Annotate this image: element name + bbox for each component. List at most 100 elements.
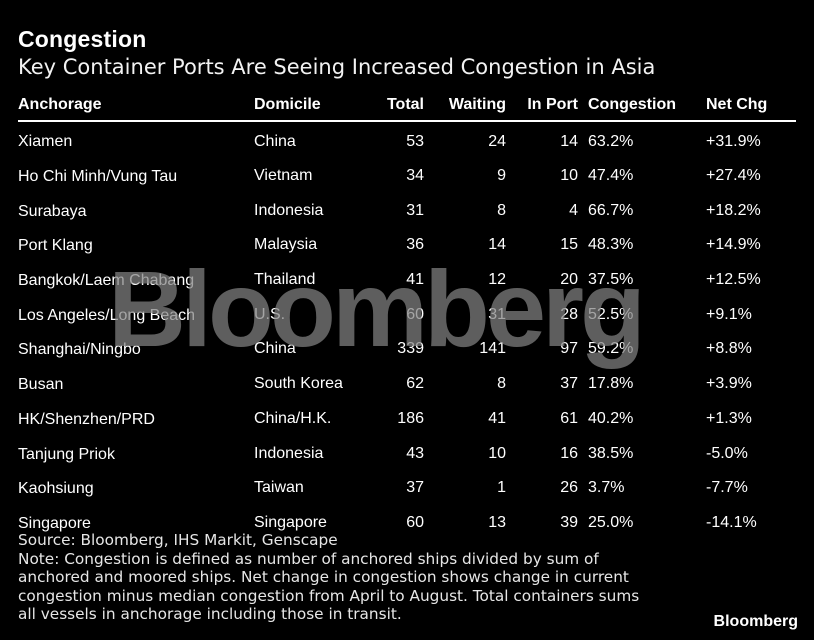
cell-in-port: 16: [560, 444, 578, 462]
note-line: congestion minus median congestion from …: [18, 586, 640, 605]
cell-in-port: 39: [560, 513, 578, 531]
cell-waiting: 141: [479, 340, 506, 358]
cell-domicile: China/H.K.: [254, 409, 332, 427]
cell-domicile: China: [254, 340, 296, 358]
footer-notes: Source: Bloomberg, IHS Markit, Genscape …: [18, 531, 658, 624]
cell-net-chg: +9.1%: [706, 305, 752, 323]
cell-anchorage: Xiamen: [18, 133, 73, 151]
cell-in-port: 26: [560, 479, 578, 497]
cell-total: 62: [406, 375, 424, 393]
source-note: Source: Bloomberg, IHS Markit, Genscape: [18, 531, 338, 549]
cell-anchorage: Singapore: [18, 514, 91, 532]
cell-in-port: 10: [560, 167, 578, 185]
cell-waiting: 13: [488, 513, 506, 531]
cell-congestion: 37.5%: [588, 271, 634, 289]
cell-congestion: 59.2%: [588, 340, 634, 358]
cell-net-chg: +3.9%: [706, 375, 752, 393]
cell-waiting: 12: [488, 271, 506, 289]
cell-net-chg: -7.7%: [706, 479, 748, 497]
table-row: Surabaya Indonesia 31 8 4 66.7% +18.2%: [18, 193, 796, 228]
cell-total: 43: [406, 444, 424, 462]
cell-congestion: 63.2%: [588, 133, 634, 151]
cell-congestion: 25.0%: [588, 513, 634, 531]
cell-domicile: U.S.: [254, 305, 286, 323]
table-row: Port Klang Malaysia 36 14 15 48.3% +14.9%: [18, 228, 796, 263]
chart-title: Congestion: [18, 26, 147, 52]
cell-in-port: 15: [560, 236, 578, 254]
column-header-in-port: In Port: [506, 90, 578, 122]
cell-anchorage: Surabaya: [18, 202, 87, 220]
column-header-waiting: Waiting: [424, 90, 506, 122]
cell-domicile: Indonesia: [254, 444, 324, 462]
cell-net-chg: +31.9%: [706, 133, 761, 151]
table-row: Ho Chi Minh/Vung Tau Vietnam 34 9 10 47.4% +27…: [18, 159, 796, 194]
cell-in-port: 20: [560, 271, 578, 289]
cell-domicile: Singapore: [254, 513, 327, 531]
cell-in-port: 37: [560, 375, 578, 393]
table-row: Shanghai/Ningbo China 339 141 97 59.2% +8.8%: [18, 332, 796, 367]
cell-waiting: 10: [488, 444, 506, 462]
cell-anchorage: HK/Shenzhen/PRD: [18, 410, 155, 428]
cell-total: 36: [406, 236, 424, 254]
cell-domicile: Malaysia: [254, 236, 318, 254]
note-line: Note: Congestion is defined as number of…: [18, 549, 599, 568]
table-row: Singapore Singapore 60 13 39 25.0% -14.1%: [18, 506, 796, 541]
cell-waiting: 14: [488, 236, 506, 254]
cell-total: 53: [406, 133, 424, 151]
cell-domicile: South Korea: [254, 375, 343, 393]
cell-waiting: 9: [497, 167, 506, 185]
note-line: all vessels in anchorage including those…: [18, 605, 402, 623]
column-header-congestion: Congestion: [578, 90, 706, 122]
cell-net-chg: +18.2%: [706, 201, 761, 219]
congestion-table: Anchorage Domicile Total Waiting In Port…: [18, 90, 796, 540]
column-header-total: Total: [366, 90, 424, 122]
cell-anchorage: Port Klang: [18, 237, 93, 255]
cell-total: 34: [406, 167, 424, 185]
cell-anchorage: Kaohsiung: [18, 480, 94, 498]
cell-net-chg: +27.4%: [706, 167, 761, 185]
cell-net-chg: +12.5%: [706, 271, 761, 289]
chart-subtitle: Key Container Ports Are Seeing Increased…: [18, 55, 656, 79]
column-header-anchorage: Anchorage: [18, 90, 254, 122]
cell-in-port: 4: [569, 201, 578, 219]
table-body: Xiamen China 53 24 14 63.2% +31.9% Ho Chi Minh/…: [18, 121, 796, 540]
cell-anchorage: Ho Chi Minh/Vung Tau: [18, 168, 178, 186]
cell-congestion: 48.3%: [588, 236, 634, 254]
cell-in-port: 61: [560, 409, 578, 427]
cell-total: 31: [406, 201, 424, 219]
table-header-row: Anchorage Domicile Total Waiting In Port…: [18, 90, 796, 122]
cell-waiting: 41: [488, 409, 506, 427]
cell-anchorage: Los Angeles/Long Beach: [18, 306, 196, 324]
cell-total: 339: [397, 340, 424, 358]
column-header-net-chg: Net Chg: [706, 90, 796, 122]
table-row: Xiamen China 53 24 14 63.2% +31.9%: [18, 121, 796, 159]
cell-net-chg: +14.9%: [706, 236, 761, 254]
cell-congestion: 52.5%: [588, 305, 634, 323]
cell-total: 37: [406, 479, 424, 497]
bloomberg-logo: Bloomberg: [713, 613, 798, 630]
cell-total: 60: [406, 513, 424, 531]
cell-waiting: 31: [488, 305, 506, 323]
cell-domicile: Taiwan: [254, 479, 304, 497]
table-row: Busan South Korea 62 8 37 17.8% +3.9%: [18, 367, 796, 402]
table-row: Bangkok/Laem Chabang Thailand 41 12 20 37.5% +…: [18, 263, 796, 298]
cell-domicile: Vietnam: [254, 167, 313, 185]
column-header-domicile: Domicile: [254, 90, 366, 122]
note-line: anchored and moored ships. Net change in…: [18, 568, 629, 586]
cell-waiting: 1: [497, 479, 506, 497]
cell-congestion: 3.7%: [588, 479, 625, 497]
cell-congestion: 47.4%: [588, 167, 634, 185]
cell-net-chg: +8.8%: [706, 340, 752, 358]
cell-congestion: 66.7%: [588, 201, 634, 219]
table-row: Tanjung Priok Indonesia 43 10 16 38.5% -5.0%: [18, 436, 796, 471]
cell-anchorage: Bangkok/Laem Chabang: [18, 272, 195, 290]
cell-in-port: 14: [560, 133, 578, 151]
cell-net-chg: -5.0%: [706, 444, 748, 462]
table-row: Los Angeles/Long Beach U.S. 60 31 28 52.5% +9.…: [18, 297, 796, 332]
cell-domicile: China: [254, 133, 296, 151]
cell-net-chg: +1.3%: [706, 409, 752, 427]
cell-anchorage: Busan: [18, 376, 64, 394]
cell-domicile: Indonesia: [254, 201, 324, 219]
cell-domicile: Thailand: [254, 271, 316, 289]
table-row: HK/Shenzhen/PRD China/H.K. 186 41 61 40.2% +1.…: [18, 402, 796, 437]
